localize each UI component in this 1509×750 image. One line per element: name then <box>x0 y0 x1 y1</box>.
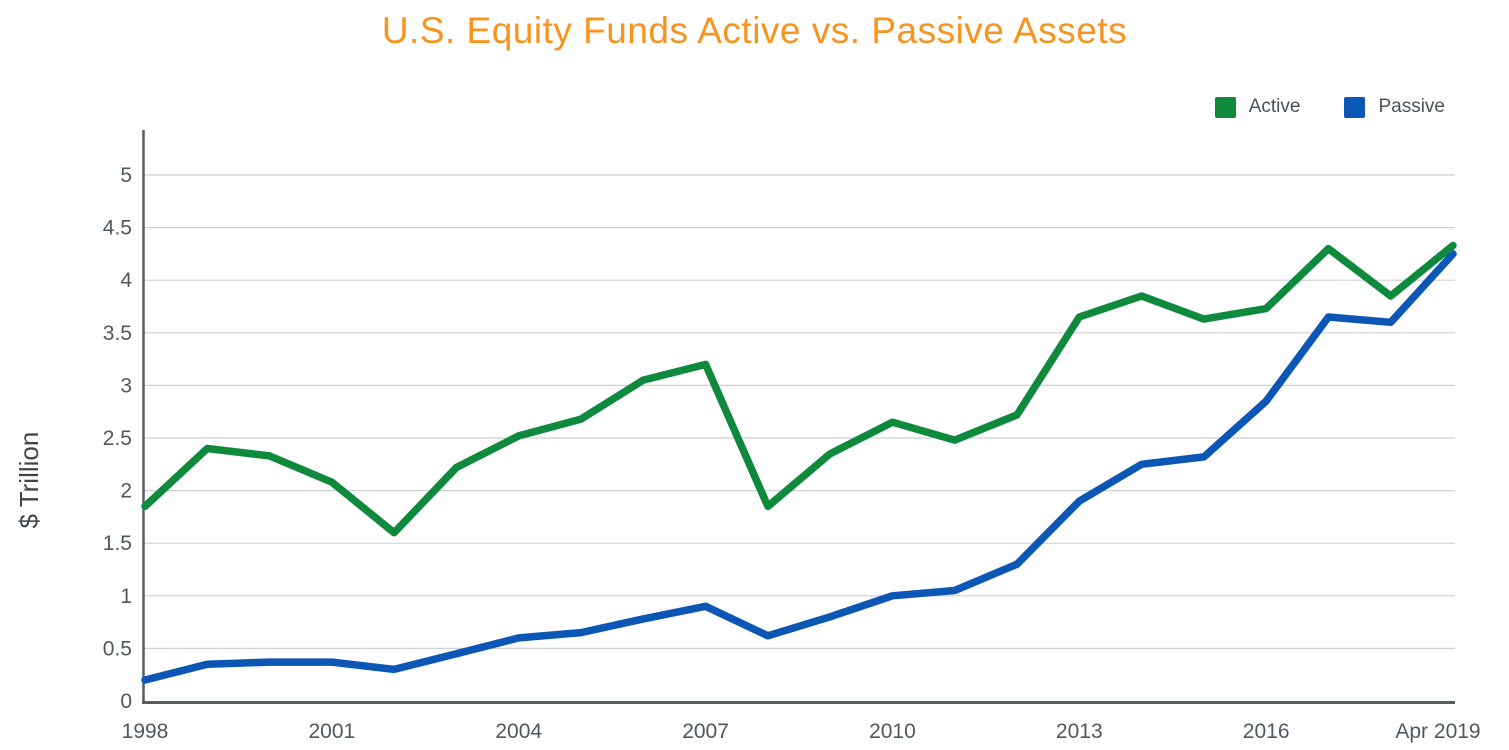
legend-item-passive: Passive <box>1344 96 1445 118</box>
y-tick-label-1.5: 1.5 <box>103 532 132 555</box>
x-tick-label-2010: 2010 <box>869 720 916 743</box>
y-tick-label-3: 3 <box>120 374 132 397</box>
x-tick-label-1998: 1998 <box>122 720 169 743</box>
y-tick-label-2.5: 2.5 <box>103 427 132 450</box>
x-tick-label-apr-2019: Apr 2019 <box>1395 720 1480 743</box>
x-tick-label-2016: 2016 <box>1243 720 1290 743</box>
y-tick-label-2: 2 <box>120 480 132 503</box>
y-axis-title: $ Trillion <box>14 432 44 529</box>
x-tick-label-2004: 2004 <box>495 720 542 743</box>
y-tick-label-1: 1 <box>120 585 132 608</box>
x-tick-label-2001: 2001 <box>308 720 355 743</box>
y-tick-label-4.5: 4.5 <box>103 217 132 240</box>
legend-label: Active <box>1248 96 1301 117</box>
legend-item-active: Active <box>1214 96 1301 118</box>
x-tick-label-2007: 2007 <box>682 720 729 743</box>
legend-swatch-active <box>1214 96 1236 118</box>
y-tick-label-0.5: 0.5 <box>103 637 132 660</box>
legend: Active Passive <box>1214 96 1445 118</box>
series-line-passive <box>141 250 1457 684</box>
y-tick-label-4: 4 <box>120 269 132 292</box>
x-tick-label-2013: 2013 <box>1056 720 1103 743</box>
legend-swatch-passive <box>1344 96 1366 118</box>
chart-title: U.S. Equity Funds Active vs. Passive Ass… <box>381 10 1128 51</box>
legend-label: Passive <box>1378 96 1445 117</box>
y-tick-label-0: 0 <box>120 690 132 713</box>
y-tick-label-3.5: 3.5 <box>103 322 132 345</box>
series-line-active <box>141 241 1457 537</box>
y-tick-label-5: 5 <box>120 164 132 187</box>
